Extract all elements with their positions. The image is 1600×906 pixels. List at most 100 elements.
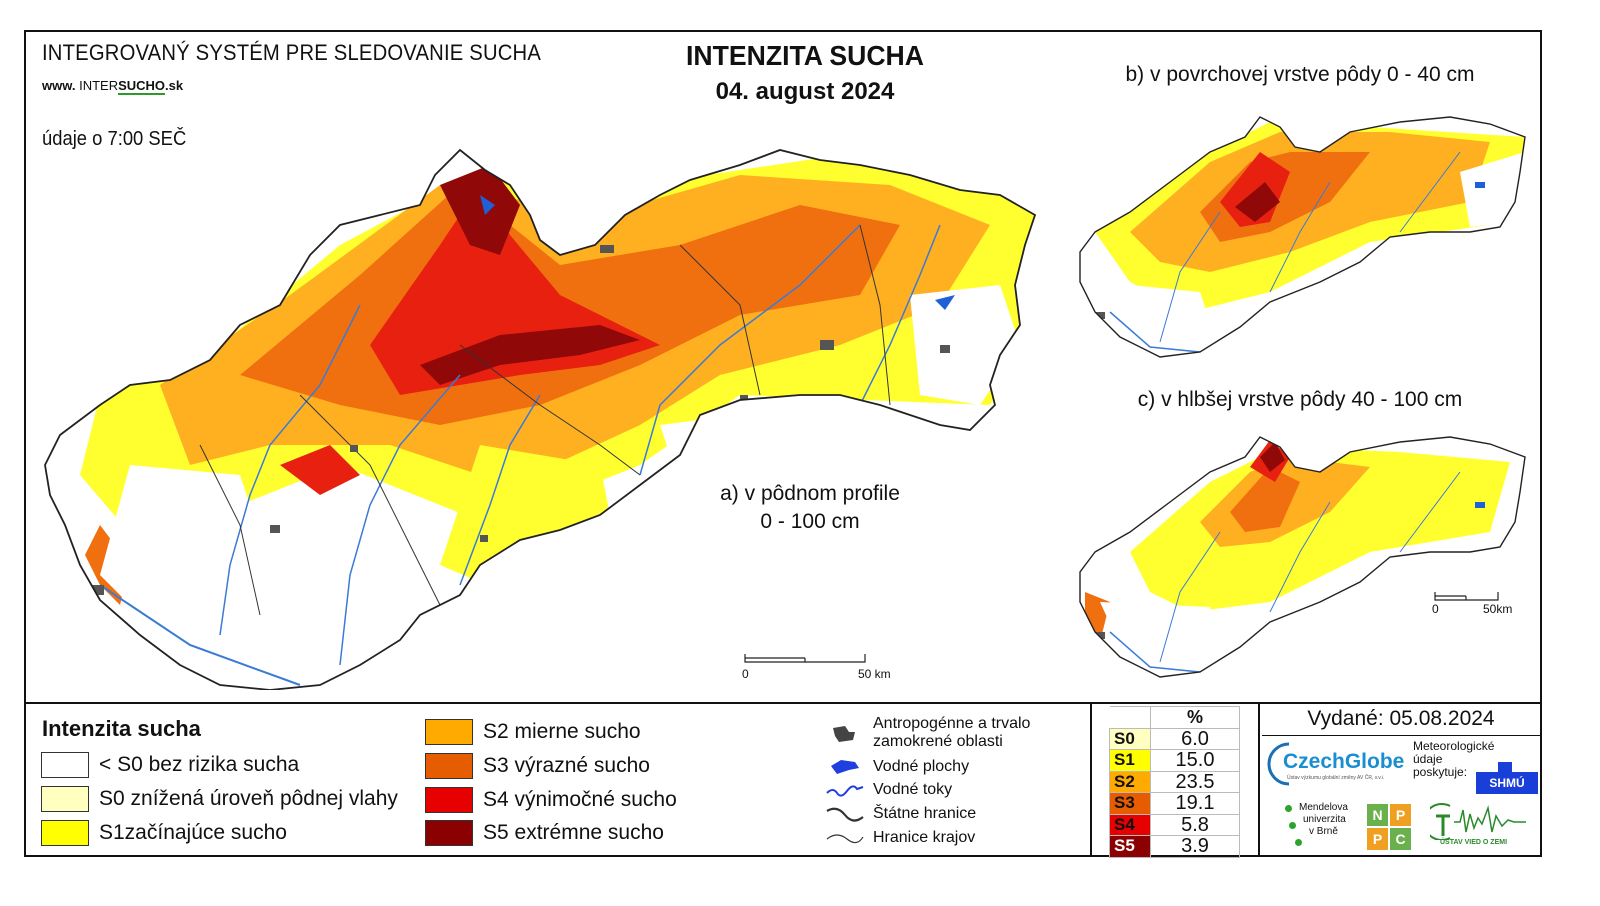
legend-symbol-urban: Antropogénne a trvalo zamokrené oblasti — [825, 715, 1030, 751]
shmu-note: Meteorologické údaje poskytuje: — [1413, 740, 1494, 779]
czechglobe-subtitle: Ústav výzkumu globální změny AV ČR, v.v.… — [1287, 775, 1385, 781]
map-c-scale-bar — [1434, 592, 1499, 601]
legend-swatch — [425, 820, 473, 846]
uvz-name: ÚSTAV VIED O ZEMI — [1440, 839, 1508, 846]
map-c-caption: c) v hlbšej vrstve pôdy 40 - 100 cm — [1137, 388, 1463, 411]
mendel-dot-icon — [1289, 822, 1296, 829]
legend-item-s0: S0 znížená úroveň pôdnej vlahy — [41, 786, 398, 812]
legend-label: S3 výrazné sucho — [483, 754, 650, 777]
map-date: 04. august 2024 — [715, 78, 895, 105]
legend-swatch — [41, 786, 89, 812]
drought-code: S5 — [1109, 835, 1151, 858]
map-c-scale-end: 50km — [1483, 602, 1513, 616]
mendel-line: Mendelova — [1299, 802, 1348, 813]
legend-item-below-s0: < S0 bez rizika sucha — [41, 752, 299, 778]
mendel-name: Mendelova univerzita v Brně — [1299, 802, 1348, 838]
shmu-name: SHMÚ — [1476, 772, 1538, 794]
region-border-icon — [826, 834, 864, 844]
water-body-icon — [831, 760, 859, 774]
npc-letter: C — [1390, 828, 1411, 850]
shmu-note-line: poskytuje: — [1413, 765, 1468, 779]
drought-percent: 15.0 — [1150, 749, 1240, 772]
map-c-scale-start: 0 — [1432, 602, 1439, 616]
table-row: S0 6.0 — [1109, 727, 1240, 750]
map-a-caption-line2: 0 - 100 cm — [760, 510, 860, 533]
legend-symbol-label: Antropogénne a trvalo — [873, 715, 1031, 732]
shmu-note-line: údaje — [1413, 752, 1443, 766]
drought-percent: 6.0 — [1150, 727, 1240, 750]
table-row: S3 19.1 — [1109, 792, 1240, 815]
map-a-scale-bar — [744, 654, 866, 663]
legend-symbol-label: Vodné plochy — [873, 758, 970, 775]
deep-layer-drought-map — [1079, 436, 1526, 678]
mendel-line: v Brně — [1309, 826, 1338, 837]
map-a-scale-start: 0 — [742, 667, 749, 681]
czechglobe-name: CzechGlobe — [1283, 750, 1405, 773]
legend-symbol-label: Štátne hranice — [873, 805, 977, 822]
main-drought-map — [44, 148, 1037, 690]
legend-item-s3: S3 výrazné sucho — [425, 753, 650, 779]
legend-label: S4 výnimočné sucho — [483, 788, 677, 811]
legend-item-s2: S2 mierne sucho — [425, 719, 641, 745]
shmu-logo: SHMÚ — [1476, 762, 1538, 796]
website-link[interactable]: www. INTERSUCHO.sk — [42, 78, 184, 95]
website-sucho: SUCHO — [118, 78, 166, 95]
npc-letter: N — [1367, 804, 1388, 826]
legend-swatch — [425, 753, 473, 779]
seismograph-icon — [1430, 803, 1526, 840]
system-title: INTEGROVANÝ SYSTÉM PRE SLEDOVANIE SUCHA — [42, 40, 542, 65]
npc-logo: N P P C — [1367, 804, 1411, 850]
legend-symbol-region-border: Hranice krajov — [825, 827, 975, 849]
uvz-logo: ÚSTAV VIED O ZEMI — [1430, 802, 1530, 852]
urban-area-icon — [833, 726, 855, 742]
percent-header: % — [1150, 706, 1240, 729]
legend-swatch — [41, 752, 89, 778]
surface-layer-drought-map — [1079, 116, 1526, 358]
mendel-dot-icon — [1285, 805, 1292, 812]
drought-code: S0 — [1109, 727, 1151, 750]
legend-swatch — [41, 820, 89, 846]
drought-code: S2 — [1109, 770, 1151, 793]
legend-symbol-state-border: Štátne hranice — [825, 803, 976, 825]
drought-code: S4 — [1109, 813, 1151, 836]
legend-item-s5: S5 extrémne sucho — [425, 820, 664, 846]
percent-table-panel: % S0 6.0 S1 15.0 S2 23.5 S3 19.1 S4 5.8 … — [1090, 702, 1260, 858]
website-tld: .sk — [165, 78, 184, 93]
percent-table: % S0 6.0 S1 15.0 S2 23.5 S3 19.1 S4 5.8 … — [1109, 706, 1240, 858]
table-row: S4 5.8 — [1109, 813, 1240, 836]
drought-percent: 3.9 — [1150, 835, 1240, 858]
legend-symbol-water-body: Vodné plochy — [825, 756, 969, 778]
npc-letter: P — [1390, 804, 1411, 826]
drought-percent: 23.5 — [1150, 770, 1240, 793]
czechglobe-logo: CzechGlobe Ústav výzkumu globální změny … — [1265, 740, 1410, 788]
legend-label: S0 znížená úroveň pôdnej vlahy — [99, 787, 398, 810]
map-title: INTENZITA SUCHA — [686, 40, 924, 71]
legend-label: S1začínajúce sucho — [99, 821, 287, 844]
legend-symbol-label: zamokrené oblasti — [873, 733, 1003, 750]
drought-percent: 5.8 — [1150, 813, 1240, 836]
czechglobe-arc-icon — [1267, 742, 1290, 786]
map-a-caption-line1: a) v pôdnom profile — [720, 482, 900, 505]
issued-date: Vydané: 05.08.2024 — [1307, 707, 1495, 730]
legend-symbol-label: Vodné toky — [873, 781, 953, 798]
legend-label: S2 mierne sucho — [483, 720, 641, 743]
legend-title: Intenzita sucha — [42, 716, 201, 741]
shmu-tower-icon — [1498, 762, 1512, 772]
shmu-note-line: Meteorologické — [1413, 739, 1495, 753]
state-border-icon — [826, 807, 864, 822]
map-a-scale-end: 50 km — [858, 667, 891, 681]
legend-swatch — [425, 787, 473, 813]
legend-swatch — [425, 719, 473, 745]
table-row: S1 15.0 — [1109, 749, 1240, 772]
legend-symbol-river: Vodné toky — [825, 779, 952, 801]
legend-symbol-label: Hranice krajov — [873, 829, 976, 846]
legend-label: S5 extrémne sucho — [483, 821, 664, 844]
drought-code: S1 — [1109, 749, 1151, 772]
website-inter: INTER — [79, 78, 119, 93]
legend-item-s1: S1začínajúce sucho — [41, 820, 287, 846]
river-icon — [826, 785, 864, 797]
table-row: S2 23.5 — [1109, 770, 1240, 793]
legend-divider — [24, 702, 1542, 704]
map-b-caption: b) v povrchovej vrstve pôdy 0 - 40 cm — [1125, 63, 1475, 86]
mendel-dot-icon — [1295, 839, 1302, 846]
